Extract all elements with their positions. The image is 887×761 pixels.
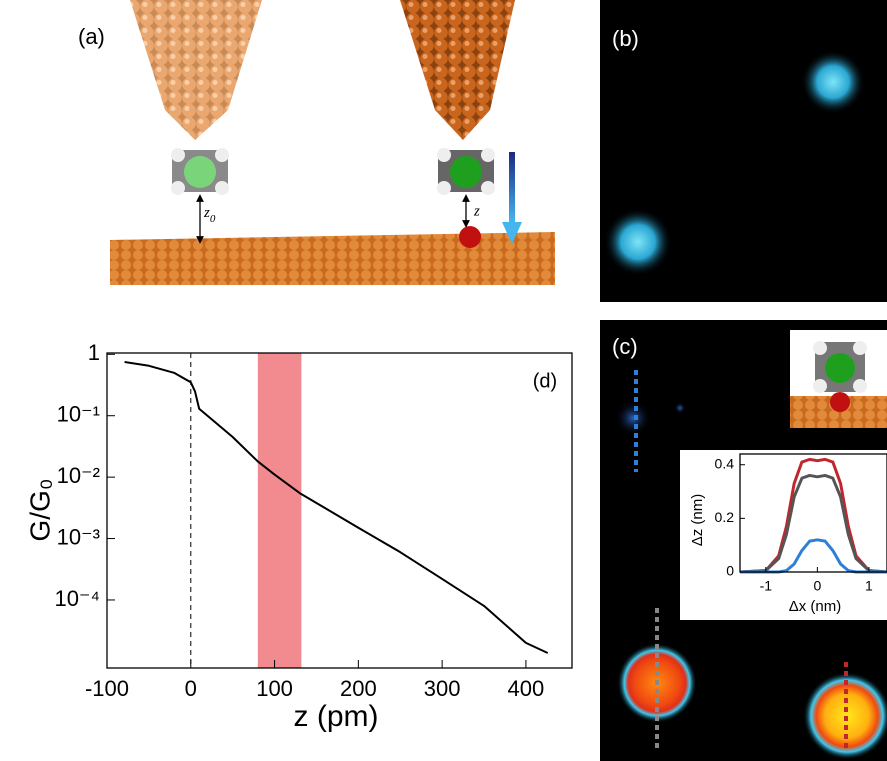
y-tick-label: 0.4 — [715, 455, 735, 471]
inset-image — [790, 330, 887, 428]
y-tick-label: 1 — [88, 340, 100, 365]
x-tick-label: -100 — [85, 676, 129, 701]
plot-frame — [106, 352, 573, 669]
x-tick-label: 400 — [508, 676, 545, 701]
gap-label-sub: 0 — [210, 213, 216, 225]
y-tick-label: 10⁻⁴ — [54, 586, 100, 611]
panel-label: (d) — [533, 370, 557, 392]
gap-label-base: z — [203, 205, 210, 221]
x-tick-label: -1 — [760, 578, 773, 594]
panel-c: (c) — [600, 320, 887, 761]
y-tick-label: 10⁻³ — [57, 524, 100, 549]
blob — [615, 400, 651, 436]
approach-arrow — [509, 152, 515, 222]
x-tick-label: 300 — [424, 676, 461, 701]
blob — [674, 402, 686, 414]
y-tick-label: 10⁻² — [57, 463, 100, 488]
blob — [604, 208, 672, 276]
panel-label: (b) — [612, 26, 639, 51]
y-tick-label: 0.2 — [715, 509, 735, 525]
tip — [400, 0, 515, 140]
adatom — [459, 226, 481, 248]
panel-b: (b) — [600, 0, 887, 302]
gap-label: z — [473, 203, 480, 219]
x-tick-label: 100 — [256, 676, 293, 701]
plot-frame — [739, 453, 887, 573]
panel-a: (a) z0 z — [78, 0, 555, 285]
blob — [801, 50, 865, 114]
x-tick-label: 1 — [865, 578, 873, 594]
gap-label: z0 — [203, 205, 216, 224]
molecule — [437, 148, 495, 195]
chart: -1 0 1 0 0.2 0.4 Δx (nm) Δz (nm) — [689, 453, 887, 615]
panel-label: (a) — [78, 24, 105, 49]
panel-label: (c) — [612, 334, 638, 359]
x-axis-label: z (pm) — [294, 700, 379, 733]
y-axis-label: Δz (nm) — [689, 494, 706, 547]
chart: -100 0 100 200 300 400 1 10⁻¹ 10⁻² 10⁻³ 10⁻⁴ z (pm)… — [24, 340, 573, 733]
y-tick-label: 0 — [726, 563, 734, 579]
x-tick-label: 200 — [340, 676, 377, 701]
x-axis-label: Δx (nm) — [789, 598, 842, 615]
line-series — [124, 360, 549, 654]
surface — [110, 232, 555, 285]
molecule — [171, 148, 229, 195]
line-series — [739, 473, 887, 574]
y-axis-label: G/G₀ — [24, 479, 55, 542]
tip — [130, 0, 262, 140]
highlight-band — [257, 353, 302, 668]
x-tick-label: 0 — [185, 676, 197, 701]
y-tick-label: 10⁻¹ — [57, 402, 100, 427]
approach-arrow — [502, 222, 522, 244]
x-tick-label: 0 — [813, 578, 821, 594]
